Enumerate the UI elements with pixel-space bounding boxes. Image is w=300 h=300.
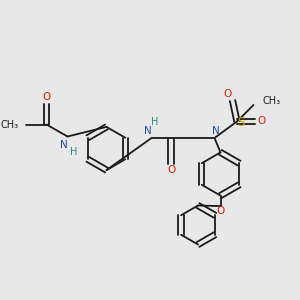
Text: CH₃: CH₃: [262, 96, 280, 106]
Text: O: O: [216, 206, 225, 217]
Text: H: H: [152, 117, 159, 128]
Text: O: O: [167, 165, 175, 175]
Text: CH₃: CH₃: [1, 119, 19, 130]
Text: N: N: [60, 140, 68, 150]
Text: N: N: [144, 126, 152, 136]
Text: O: O: [223, 89, 231, 100]
Text: H: H: [70, 147, 78, 157]
Text: O: O: [42, 92, 51, 102]
Text: S: S: [237, 116, 244, 130]
Text: N: N: [212, 126, 220, 136]
Text: O: O: [257, 116, 266, 127]
